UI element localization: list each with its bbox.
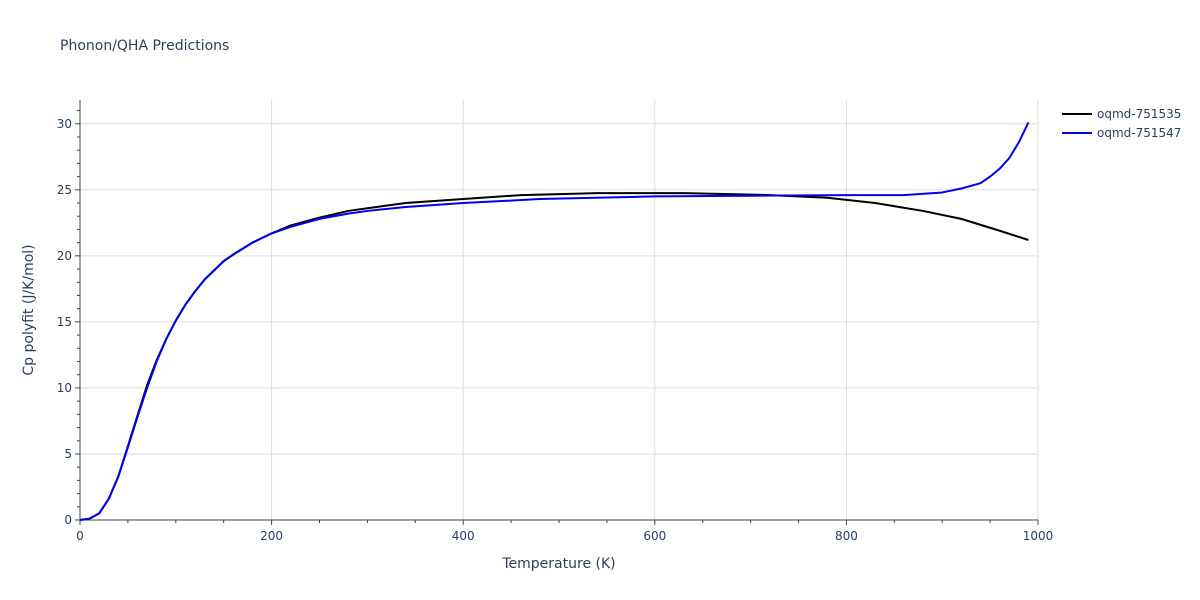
legend-label: oqmd-751547 xyxy=(1097,126,1181,140)
y-tick-label: 25 xyxy=(57,183,72,197)
chart-title: Phonon/QHA Predictions xyxy=(60,38,229,54)
x-tick-label: 800 xyxy=(835,529,858,543)
x-tick-label: 200 xyxy=(260,529,283,543)
x-axis-title: Temperature (K) xyxy=(501,556,615,572)
series-line-1 xyxy=(79,192,1029,521)
axes: 0 200 400 600 800 1000 0 5 10 15 20 25 30 xyxy=(57,100,1054,543)
legend: oqmd-751535 oqmd-751547 xyxy=(1062,107,1181,140)
y-tick-label: 15 xyxy=(57,315,72,329)
y-axis-title: Cp polyfit (J/K/mol) xyxy=(21,244,37,375)
x-tick-label: 0 xyxy=(76,529,84,543)
grid xyxy=(80,100,1039,520)
legend-label: oqmd-751535 xyxy=(1097,107,1181,121)
y-tick-label: 5 xyxy=(64,447,72,461)
y-tick-label: 20 xyxy=(57,249,72,263)
series-layer xyxy=(79,122,1030,521)
series-line-2 xyxy=(79,122,1030,521)
x-tick-label: 400 xyxy=(452,529,475,543)
y-tick-label: 0 xyxy=(64,513,72,527)
x-tick-label: 600 xyxy=(643,529,666,543)
x-tick-label: 1000 xyxy=(1023,529,1054,543)
y-tick-label: 30 xyxy=(57,117,72,131)
y-tick-label: 10 xyxy=(57,381,72,395)
